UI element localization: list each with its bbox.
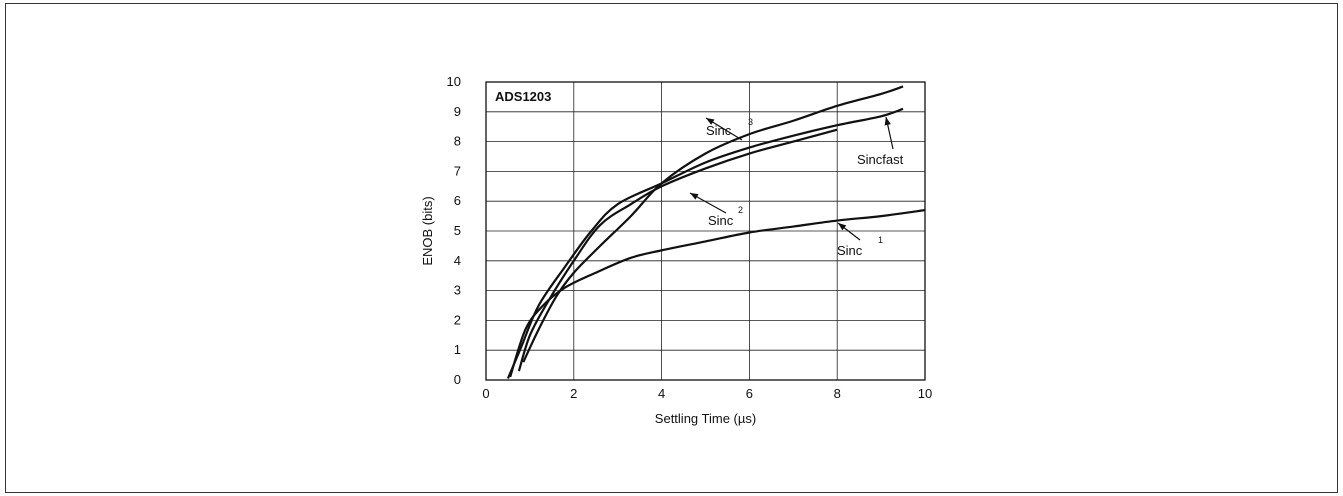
- x-tick-label: 2: [570, 386, 577, 401]
- x-tick-label: 6: [746, 386, 753, 401]
- y-tick-label: 4: [454, 253, 461, 268]
- y-tick-label: 10: [447, 74, 461, 89]
- annotation-sinc1: Sinc 1: [837, 222, 883, 258]
- annotation-label: Sinc: [708, 213, 734, 228]
- annotation-label: Sinc: [706, 123, 732, 138]
- y-tick-label: 7: [454, 163, 461, 178]
- annotation-superscript: 1: [878, 235, 883, 245]
- x-tick-labels: 0 2 4 6 8 10: [482, 386, 932, 401]
- y-tick-label: 5: [454, 223, 461, 238]
- series-line-sincfast: [506, 107, 904, 379]
- annotation-label: Sinc: [837, 243, 863, 258]
- x-tick-label: 10: [918, 386, 932, 401]
- annotation-sinc2: Sinc 2: [689, 192, 743, 228]
- series-layer: [506, 85, 926, 379]
- annotation-sincfast: Sincfast: [857, 116, 904, 167]
- annotation-arrowhead: [690, 193, 699, 200]
- chart-title: ADS1203: [495, 89, 551, 104]
- annotation-superscript: 3: [748, 117, 753, 127]
- x-tick-label: 0: [482, 386, 489, 401]
- x-tick-label: 4: [658, 386, 665, 401]
- y-tick-label: 9: [454, 104, 461, 119]
- y-tick-label: 0: [454, 372, 461, 387]
- annotation-superscript: 2: [738, 205, 743, 215]
- y-tick-label: 8: [454, 134, 461, 149]
- y-tick-label: 6: [454, 193, 461, 208]
- y-tick-label: 3: [454, 283, 461, 298]
- y-tick-label: 2: [454, 312, 461, 327]
- annotation-arrowhead: [838, 223, 847, 231]
- plot-area-border: [485, 81, 926, 381]
- x-axis-label: Settling Time (µs): [655, 411, 756, 426]
- annotation-label: Sincfast: [857, 152, 904, 167]
- y-axis-label: ENOB (bits): [420, 196, 435, 265]
- annotation-arrowhead: [884, 117, 891, 126]
- series-annotations: Sinc 3 Sinc 2 Sinc 1 Sincfast: [689, 116, 904, 258]
- series-line-sinc1: [509, 209, 926, 378]
- x-tick-label: 8: [834, 386, 841, 401]
- annotation-arrowhead: [706, 118, 715, 125]
- series-line-sinc2: [517, 128, 838, 372]
- chart-title-background: [487, 83, 573, 110]
- annotation-sinc3: Sinc 3: [705, 117, 753, 141]
- y-tick-labels: 0 1 2 3 4 5 6 7 8 9 10: [447, 74, 461, 387]
- y-tick-label: 1: [454, 342, 461, 357]
